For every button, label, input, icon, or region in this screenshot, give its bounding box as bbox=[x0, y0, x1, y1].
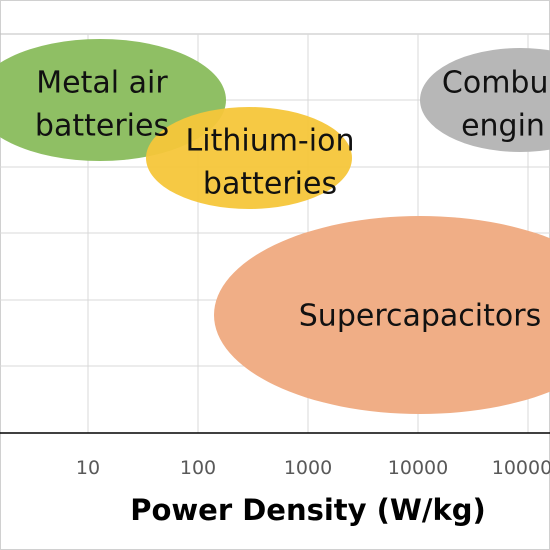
region-label: batteries bbox=[35, 109, 169, 144]
x-tick-label: 100 bbox=[180, 457, 216, 479]
region-ellipse bbox=[420, 48, 550, 152]
region-ellipse bbox=[146, 107, 352, 209]
x-axis-title: Power Density (W/kg) bbox=[130, 493, 486, 527]
region-label: Lithium-ion bbox=[186, 124, 355, 159]
x-tick-label: 100000 bbox=[492, 457, 550, 479]
region-label: batteries bbox=[203, 167, 337, 202]
x-tick-label: 1000 bbox=[284, 457, 332, 479]
x-tick-label: 10 bbox=[76, 457, 100, 479]
plot-area bbox=[0, 33, 550, 434]
region-label: engin bbox=[461, 109, 545, 144]
region-ellipse bbox=[214, 216, 550, 414]
region-labels: Metal air batteries Lithium-ion batteries Co… bbox=[35, 66, 550, 334]
region-label: Combus bbox=[442, 66, 550, 101]
x-tick-label: 10000 bbox=[388, 457, 448, 479]
region-label: Metal air bbox=[36, 66, 168, 101]
regions bbox=[0, 39, 550, 414]
region-label: Supercapacitors bbox=[299, 299, 541, 334]
x-tick-labels: 10 100 1000 10000 100000 bbox=[76, 457, 550, 479]
